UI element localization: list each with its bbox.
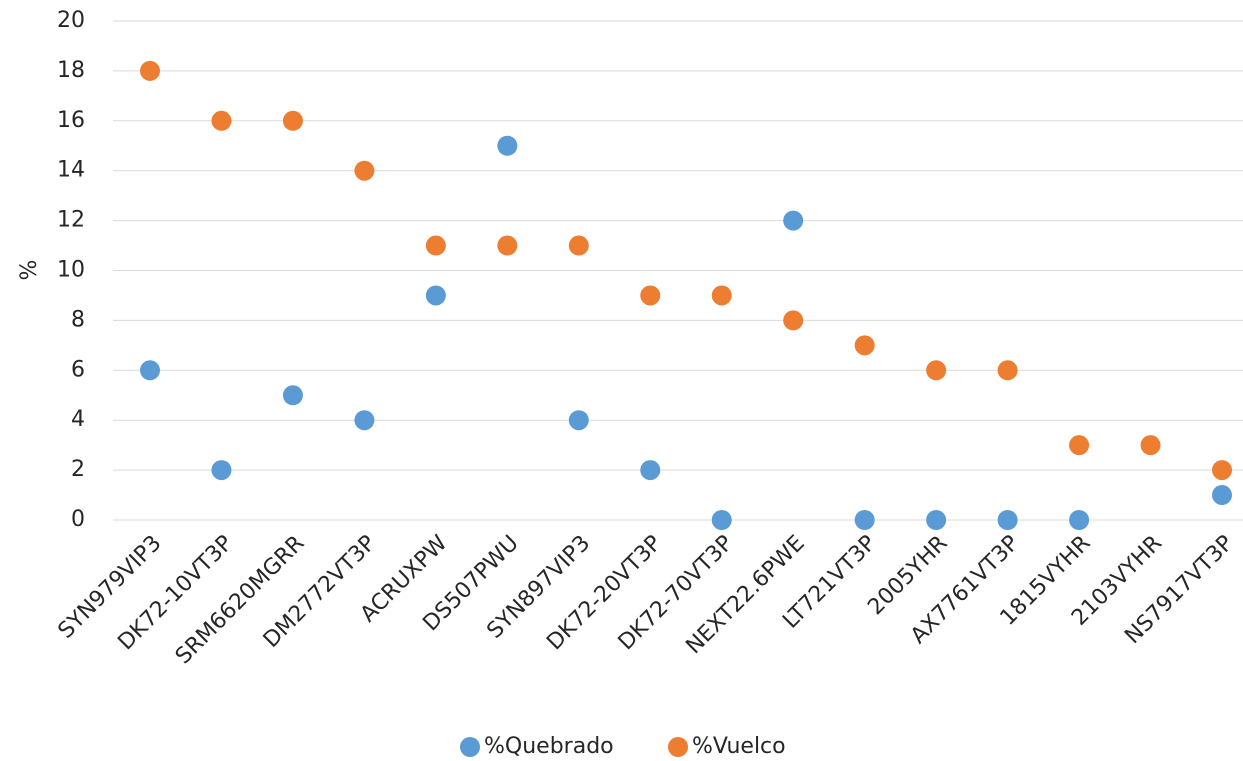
y-tick-label: 20 — [57, 8, 85, 33]
dot — [1069, 510, 1090, 530]
dot — [1212, 485, 1232, 506]
y-axis-label: % — [17, 260, 42, 281]
y-tick-label: 14 — [57, 158, 85, 183]
dot — [997, 510, 1018, 530]
y-tick-label: 4 — [71, 407, 85, 432]
dot — [1069, 435, 1090, 456]
dot — [854, 335, 875, 356]
y-tick-label: 8 — [71, 307, 85, 332]
dot — [425, 235, 446, 256]
dot — [640, 285, 661, 306]
legend-marker — [460, 737, 480, 757]
dot — [282, 110, 303, 131]
dot — [997, 360, 1018, 381]
dot — [211, 110, 232, 131]
dot — [711, 285, 732, 306]
dot — [497, 135, 518, 156]
dot — [711, 510, 732, 530]
dot — [1212, 460, 1232, 481]
dot — [425, 285, 446, 306]
dot — [926, 510, 947, 530]
y-tick-label: 6 — [71, 357, 85, 382]
legend-label: %Quebrado — [484, 734, 614, 759]
dot — [854, 510, 875, 530]
y-tick-label: 0 — [71, 507, 85, 532]
legend-label: %Vuelco — [692, 734, 786, 759]
y-tick-label: 18 — [57, 58, 85, 83]
dot — [783, 310, 804, 331]
dot — [140, 60, 160, 81]
dot — [640, 460, 661, 481]
dot — [926, 360, 947, 381]
y-tick-label: 12 — [57, 208, 85, 233]
legend-marker — [668, 737, 688, 757]
y-tick-label: 16 — [57, 108, 85, 133]
dot — [783, 210, 804, 231]
dot — [211, 460, 232, 481]
dot — [282, 385, 303, 406]
dot — [1140, 435, 1161, 456]
dot — [497, 235, 518, 256]
dot — [568, 410, 589, 431]
y-tick-label: 2 — [71, 457, 85, 482]
dot — [354, 160, 375, 181]
dot — [140, 360, 160, 381]
dot — [354, 410, 375, 431]
dot — [568, 235, 589, 256]
x-tick-label: SRM6620MGRR — [171, 531, 309, 669]
y-tick-label: 10 — [57, 258, 85, 283]
